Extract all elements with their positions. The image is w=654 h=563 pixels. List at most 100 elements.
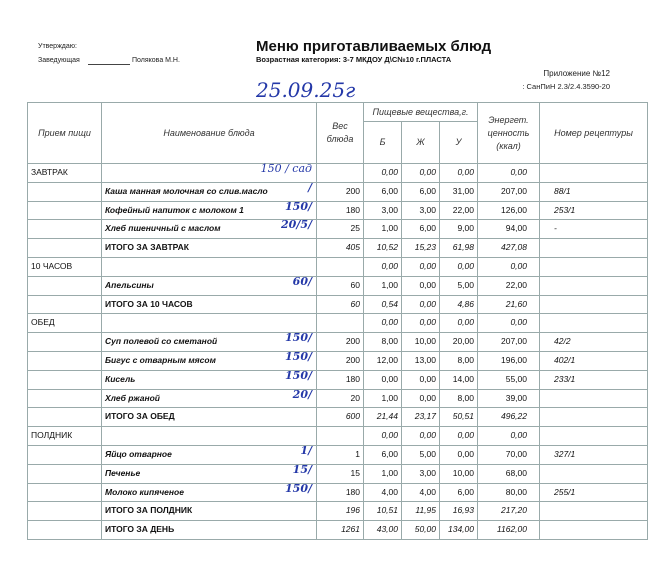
meal-cell [27,369,102,390]
table-row-total: ИТОГО ЗА 10 ЧАСОВ 60 0,54 0,00 4,86 21,60 [27,294,648,315]
energy-cell-text: 126,00 [501,204,527,215]
weight-cell-text: 20 [350,392,360,403]
meal-cell [27,520,102,540]
meal-cell [27,332,102,352]
fat-cell-text: 15,23 [414,242,436,253]
protein-cell-text: 4,00 [381,486,398,497]
protein-cell: 0,54 [363,294,402,315]
recipe-cell: 88/1 [539,181,648,202]
fat-cell-text: 50,00 [414,524,436,535]
energy-cell: 217,20 [477,501,540,522]
weight-cell-text: 200 [345,185,360,196]
approve-label: Утверждаю: [38,43,77,50]
dish-name: ИТОГО ЗА ОБЕД [101,407,317,428]
weight-cell: 196 [316,501,364,522]
fat-cell-text: 6,00 [419,223,436,234]
fat-cell: 13,00 [401,350,440,371]
fat-cell: 6,00 [401,181,440,202]
protein-cell: 1,00 [363,219,402,240]
dish-name-text: ИТОГО ЗА ПОЛДНИК [105,505,193,516]
meal-cell [27,444,102,465]
energy-cell: 21,60 [477,294,540,315]
col-nutrients: Пищевые вещества,г. [363,101,478,123]
weight-cell: 20 [316,388,364,409]
recipe-cell-text: 88/1 [554,185,571,196]
position-label: Заведующая [38,57,80,64]
handwritten-note: 150/ [285,368,312,382]
fat-cell: 0,00 [401,275,440,296]
energy-cell-text: 217,20 [501,505,527,516]
fat-cell-text: 0,00 [419,260,436,271]
meal-cell: ОБЕД [27,313,102,334]
fat-cell-text: 6,00 [419,185,436,196]
table-row-item: Апельсины 60/60 1,00 0,00 5,00 22,00 [27,275,648,296]
fat-cell: 4,00 [401,482,440,503]
table-row-item: Яйцо отварное 1/1 6,00 5,00 0,00 70,00 327/1 [27,444,648,465]
recipe-cell-text: - [554,223,557,234]
carbs-cell-text: 0,00 [457,167,474,177]
table-row-meal: 10 ЧАСОВ 0,00 0,00 0,00 0,00 [27,256,648,277]
handwritten-note: 150/ [285,199,312,213]
weight-cell-text: 180 [345,486,360,497]
fat-cell-text: 3,00 [419,467,436,478]
dish-name: Кисель 150/ [101,368,317,390]
carbs-cell: 9,00 [439,219,478,240]
protein-cell: 12,00 [363,350,402,371]
energy-cell: 1162,00 [477,520,540,540]
recipe-cell [539,294,648,315]
carbs-cell-text: 8,00 [457,392,474,403]
carbs-cell: 8,00 [439,388,478,409]
table-row-meal: ЗАВТРАК 150 / сад 0,00 0,00 0,00 0,00 [27,162,648,183]
table-row-meal: ПОЛДНИК 0,00 0,00 0,00 0,00 [27,426,648,446]
protein-cell: 1,00 [363,388,402,409]
protein-cell-text: 1,00 [381,279,398,290]
recipe-cell [539,407,648,428]
carbs-cell: 0,00 [439,256,478,277]
protein-cell: 43,00 [363,520,402,540]
protein-cell: 0,00 [363,369,402,390]
fat-cell-text: 11,95 [415,505,436,516]
protein-cell: 8,00 [363,332,402,352]
table-row-item: Хлеб пшеничный с маслом 20/5/25 1,00 6,00 9,… [27,218,648,240]
dish-name-text: Яйцо отварное [105,448,172,459]
meal-cell [27,200,102,221]
weight-cell-text: 405 [345,242,360,253]
table-row-total: ИТОГО ЗА ЗАВТРАК 405 10,52 15,23 61,98 427,08 [27,238,648,258]
weight-cell: 180 [316,369,364,390]
table-row-item: Бигус с отварным мясом 150/200 12,00 13,00 8… [27,350,648,371]
recipe-cell-text: 402/1 [554,354,576,365]
recipe-cell [539,238,648,258]
dish-name-text: Печенье [105,467,141,478]
col-meal: Прием пищи [27,102,102,164]
fat-cell-text: 3,00 [419,204,436,215]
energy-cell-text: 0,00 [510,260,527,271]
dish-name: Хлеб пшеничный с маслом 20/5/ [101,218,317,240]
menu-table: Прием пищи Наименование блюда Вес блюда … [27,101,648,540]
carbs-cell: 31,00 [439,181,478,202]
protein-cell-text: 6,00 [381,185,398,196]
energy-cell-text: 39,00 [505,392,527,403]
dish-name [101,256,317,277]
carbs-cell: 0,00 [439,163,478,183]
page-title: Меню приготавливаемых блюд [256,38,492,55]
meal-cell-text: ПОЛДНИК [31,430,73,441]
carbs-cell-text: 0,00 [457,430,474,441]
energy-cell-text: 207,00 [501,336,527,347]
dish-name-text: Молоко кипяченое [105,486,184,497]
carbs-cell-text: 5,00 [457,279,474,290]
carbs-cell-text: 134,00 [448,524,474,535]
handwritten-note: 150/ [285,481,312,495]
protein-cell-text: 1,00 [381,392,398,403]
energy-cell: 80,00 [477,482,540,503]
fat-cell: 11,95 [401,501,440,522]
dish-name: 150 / сад [101,162,317,183]
recipe-cell-text: 253/1 [554,204,576,215]
fat-cell: 0,00 [401,313,440,334]
recipe-cell: 233/1 [539,369,648,390]
energy-cell-text: 196,00 [501,354,527,365]
weight-cell-text: 200 [345,354,360,365]
appendix-label: Приложение №12 [543,69,610,78]
carbs-cell: 8,00 [439,350,478,371]
protein-cell-text: 0,00 [381,373,398,384]
meal-cell [27,238,102,258]
